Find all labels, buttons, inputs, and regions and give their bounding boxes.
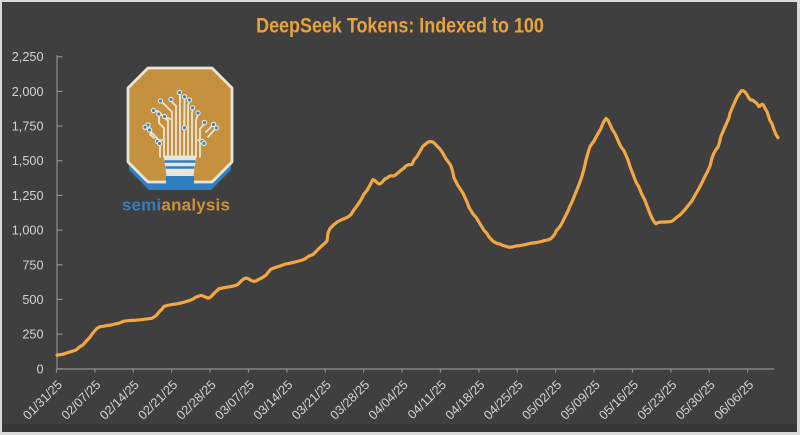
svg-text:0: 0 bbox=[36, 362, 43, 376]
svg-text:03/28/25: 03/28/25 bbox=[327, 378, 372, 423]
svg-text:05/02/25: 05/02/25 bbox=[519, 378, 564, 423]
svg-text:05/16/25: 05/16/25 bbox=[596, 378, 641, 423]
svg-text:04/25/25: 04/25/25 bbox=[481, 378, 526, 423]
svg-text:05/30/25: 05/30/25 bbox=[673, 378, 718, 423]
svg-text:06/06/25: 06/06/25 bbox=[711, 378, 756, 423]
svg-text:semianalysis: semianalysis bbox=[122, 196, 230, 215]
svg-text:04/04/25: 04/04/25 bbox=[366, 378, 411, 423]
svg-text:02/21/25: 02/21/25 bbox=[135, 378, 180, 423]
svg-text:750: 750 bbox=[22, 258, 43, 272]
svg-text:1,750: 1,750 bbox=[12, 120, 44, 134]
svg-text:250: 250 bbox=[22, 328, 43, 342]
svg-text:02/28/25: 02/28/25 bbox=[174, 378, 219, 423]
svg-text:01/31/25: 01/31/25 bbox=[20, 378, 65, 423]
svg-text:05/09/25: 05/09/25 bbox=[558, 378, 603, 423]
svg-text:04/11/25: 04/11/25 bbox=[405, 378, 449, 422]
svg-text:02/07/25: 02/07/25 bbox=[59, 378, 104, 423]
svg-text:03/07/25: 03/07/25 bbox=[212, 378, 257, 423]
svg-text:1,500: 1,500 bbox=[12, 154, 44, 168]
svg-text:04/18/25: 04/18/25 bbox=[443, 378, 488, 423]
svg-text:2,000: 2,000 bbox=[12, 85, 44, 99]
svg-text:02/14/25: 02/14/25 bbox=[97, 378, 142, 423]
svg-text:03/14/25: 03/14/25 bbox=[251, 378, 296, 423]
svg-text:DeepSeek Tokens: Indexed to 10: DeepSeek Tokens: Indexed to 100 bbox=[256, 14, 544, 38]
svg-text:05/23/25: 05/23/25 bbox=[635, 378, 680, 423]
svg-text:1,250: 1,250 bbox=[12, 189, 44, 203]
svg-text:03/21/25: 03/21/25 bbox=[289, 378, 334, 423]
svg-text:2,250: 2,250 bbox=[12, 50, 44, 64]
svg-text:1,000: 1,000 bbox=[12, 224, 44, 238]
svg-text:500: 500 bbox=[22, 293, 43, 307]
